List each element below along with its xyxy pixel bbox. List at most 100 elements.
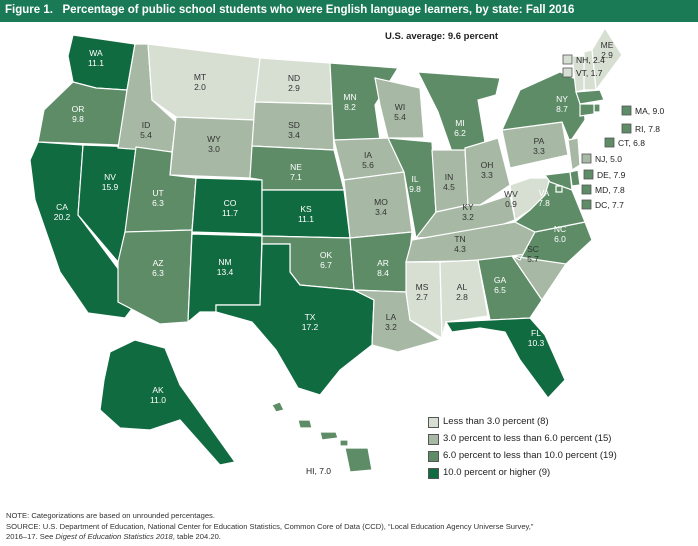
state-label-nm: NM (218, 257, 231, 267)
state-value-nm: 13.4 (217, 267, 234, 277)
state-value-sc: 5.7 (527, 254, 539, 264)
state-label-il: IL (411, 174, 418, 184)
source-line-2: 2016–17. See Digest of Education Statist… (6, 532, 221, 541)
state-value-mi: 6.2 (454, 128, 466, 138)
state-label-ca: CA (56, 202, 68, 212)
state-label-me: ME (601, 40, 614, 50)
callout-swatch-nh (562, 54, 573, 65)
state-label-ne: NE (290, 162, 302, 172)
state-value-me: 2.9 (601, 50, 613, 60)
state-value-nd: 2.9 (288, 83, 300, 93)
legend-label: 10.0 percent or higher (9) (443, 467, 551, 478)
state-value-ne: 7.1 (290, 172, 302, 182)
state-label-wv: WV (504, 189, 518, 199)
state-value-ms: 2.7 (416, 292, 428, 302)
state-label-ar: AR (377, 258, 389, 268)
state-label-wy: WY (207, 134, 221, 144)
state-ga (477, 255, 543, 321)
state-label-ms: MS (416, 282, 429, 292)
state-value-fl: 10.3 (528, 338, 545, 348)
callout-label-md: MD, 7.8 (595, 185, 625, 195)
state-label-fl: FL (531, 328, 541, 338)
state-value-ar: 8.4 (377, 268, 389, 278)
state-label-la: LA (386, 312, 397, 322)
callout-label-ct: CT, 6.8 (618, 138, 645, 148)
state-label-ak: AK (152, 385, 164, 395)
callout-label-de: DE, 7.9 (597, 170, 626, 180)
figure-note: NOTE: Categorizations are based on unrou… (6, 511, 692, 543)
state-ri (593, 103, 601, 113)
state-label-ia: IA (364, 150, 372, 160)
state-label-ut: UT (152, 188, 163, 198)
state-ak (99, 339, 237, 466)
legend-label: 6.0 percent to less than 10.0 percent (1… (443, 450, 617, 461)
state-vt (571, 55, 585, 93)
state-value-wy: 3.0 (208, 144, 220, 154)
state-label-in: IN (445, 172, 454, 182)
state-value-ia: 5.6 (362, 160, 374, 170)
state-ms (405, 261, 443, 340)
state-value-mo: 3.4 (375, 207, 387, 217)
state-dc (555, 185, 563, 193)
state-al (439, 259, 489, 339)
state-label-ky: KY (462, 202, 474, 212)
state-label-nv: NV (104, 172, 116, 182)
state-value-oh: 3.3 (481, 170, 493, 180)
legend-swatch (428, 417, 439, 428)
figure-title-bar: Figure 1. Percentage of public school st… (0, 0, 698, 22)
state-value-tn: 4.3 (454, 244, 466, 254)
callout-label-ma: MA, 9.0 (635, 106, 665, 116)
state-wi (374, 77, 425, 139)
state-oh (464, 137, 511, 206)
legend-swatch (428, 468, 439, 479)
state-value-sd: 3.4 (288, 130, 300, 140)
callout-swatch-ma (621, 105, 632, 116)
callout-swatch-nj (581, 153, 592, 164)
legend-label: Less than 3.0 percent (8) (443, 416, 549, 427)
state-value-ky: 3.2 (462, 212, 474, 222)
state-label-tn: TN (454, 234, 465, 244)
callout-swatch-de (583, 169, 594, 180)
state-value-il: 9.8 (409, 184, 421, 194)
state-value-or: 9.8 (72, 114, 84, 124)
state-label-co: CO (224, 198, 237, 208)
state-labels-layer: WA11.1OR9.8CA20.2NV15.9ID5.4MT2.0WY3.0UT… (54, 40, 614, 405)
figure-title: Figure 1. Percentage of public school st… (5, 4, 575, 16)
state-ma (575, 89, 605, 105)
state-label-mo: MO (374, 197, 388, 207)
callout-label-ri: RI, 7.8 (635, 124, 660, 134)
state-label-id: ID (142, 120, 151, 130)
state-value-ks: 11.1 (298, 214, 314, 224)
note-line: NOTE: Categorizations are based on unrou… (6, 511, 215, 520)
state-value-in: 4.5 (443, 182, 455, 192)
state-label-oh: OH (481, 160, 494, 170)
state-label-or: OR (72, 104, 85, 114)
state-label-sd: SD (288, 120, 300, 130)
state-value-wa: 11.1 (88, 58, 104, 68)
callout-swatch-ri (621, 123, 632, 134)
state-value-wv: 0.9 (505, 199, 517, 209)
legend-swatch (428, 434, 439, 445)
state-wv (509, 177, 551, 222)
state-value-nv: 15.9 (102, 182, 119, 192)
state-value-ca: 20.2 (54, 212, 71, 222)
state-tx (215, 243, 375, 396)
state-value-mt: 2.0 (194, 82, 206, 92)
state-label-sc: SC (527, 244, 539, 254)
callout-swatch-dc (581, 199, 592, 210)
state-label-nd: ND (288, 73, 300, 83)
state-label-ks: KS (300, 204, 312, 214)
us-map: WA11.1OR9.8CA20.2NV15.9ID5.4MT2.0WY3.0UT… (29, 26, 665, 476)
callout-swatch-vt (562, 67, 573, 78)
state-ct (579, 103, 595, 117)
state-nj (567, 137, 581, 172)
state-value-wi: 5.4 (394, 112, 406, 122)
state-label-az: AZ (153, 258, 164, 268)
state-value-tx: 17.2 (302, 322, 319, 332)
state-value-ga: 6.5 (494, 285, 506, 295)
state-label-ok: OK (320, 250, 333, 260)
state-mi (416, 71, 501, 153)
state-value-ny: 8.7 (556, 104, 568, 114)
state-label-va: VA (539, 188, 550, 198)
state-label-al: AL (457, 282, 468, 292)
